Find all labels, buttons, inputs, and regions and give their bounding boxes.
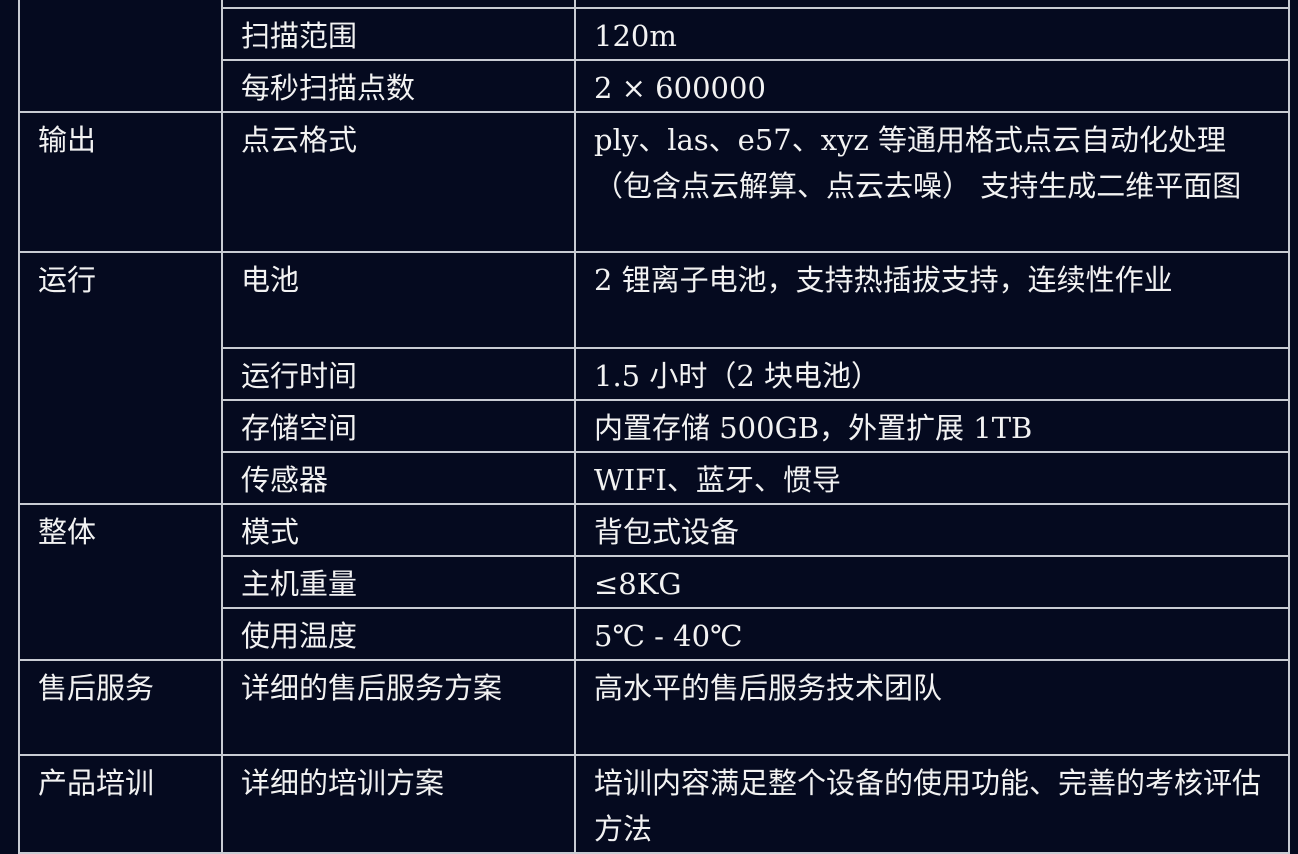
value-cell: 120m [574, 7, 1290, 61]
value-cell: 2 × 600000 [574, 59, 1290, 113]
category-cell: 产品培训 [18, 754, 223, 854]
item-cell: 主机重量 [221, 555, 576, 609]
table-row: 运行时间 1.5 小时（2 块电池） [19, 347, 1290, 401]
item-cell: 运行时间 [221, 347, 576, 401]
spec-table: 扫描范围 120m 每秒扫描点数 2 × 600000 输出 点云格式 ply、… [18, 0, 1290, 854]
category-cell: 输出 [18, 111, 223, 253]
item-cell: 存储空间 [221, 399, 576, 453]
item-cell: 详细的培训方案 [221, 754, 576, 854]
value-cell: ≤8KG [574, 555, 1290, 609]
item-cell: 电池 [221, 251, 576, 349]
category-cell: 整体 [18, 503, 223, 661]
value-cell: 高水平的售后服务技术团队 [574, 659, 1290, 756]
item-cell: 传感器 [221, 451, 576, 505]
table-row: 售后服务 详细的售后服务方案 高水平的售后服务技术团队 [18, 659, 1290, 756]
table-row: 传感器 WIFI、蓝牙、惯导 [19, 451, 1290, 505]
value-cell: 1.5 小时（2 块电池） [574, 347, 1290, 401]
table-row: 产品培训 详细的培训方案 培训内容满足整个设备的使用功能、完善的考核评估方法 [18, 754, 1290, 854]
table-row: 每秒扫描点数 2 × 600000 [19, 59, 1290, 113]
item-cell: 详细的售后服务方案 [221, 659, 576, 756]
value-cell [574, 0, 1290, 9]
table-row: 存储空间 内置存储 500GB，外置扩展 1TB [19, 399, 1290, 453]
category-cell: 售后服务 [18, 659, 223, 756]
table-row: 主机重量 ≤8KG [19, 555, 1290, 609]
value-cell: WIFI、蓝牙、惯导 [574, 451, 1290, 505]
table-row [18, 0, 1290, 113]
item-cell: 使用温度 [221, 607, 576, 661]
table-row: 扫描范围 120m [19, 7, 1290, 61]
table-row: 使用温度 5℃ - 40℃ [19, 607, 1290, 661]
value-cell: 2 锂离子电池，支持热插拔支持，连续性作业 [574, 251, 1290, 349]
category-cell [18, 0, 223, 113]
item-cell [221, 0, 576, 9]
item-cell: 每秒扫描点数 [221, 59, 576, 113]
value-cell: ply、las、e57、xyz 等通用格式点云自动化处理（包含点云解算、点云去噪… [574, 111, 1290, 253]
value-cell: 5℃ - 40℃ [574, 607, 1290, 661]
item-cell: 点云格式 [221, 111, 576, 253]
value-cell: 培训内容满足整个设备的使用功能、完善的考核评估方法 [574, 754, 1290, 854]
table-row: 运行 电池 2 锂离子电池，支持热插拔支持，连续性作业 [18, 251, 1290, 505]
table-row: 输出 点云格式 ply、las、e57、xyz 等通用格式点云自动化处理（包含点… [18, 111, 1290, 253]
value-cell: 内置存储 500GB，外置扩展 1TB [574, 399, 1290, 453]
value-cell: 背包式设备 [574, 503, 1290, 557]
table-row: 整体 模式 背包式设备 [18, 503, 1290, 661]
item-cell: 模式 [221, 503, 576, 557]
category-cell: 运行 [18, 251, 223, 505]
item-cell: 扫描范围 [221, 7, 576, 61]
